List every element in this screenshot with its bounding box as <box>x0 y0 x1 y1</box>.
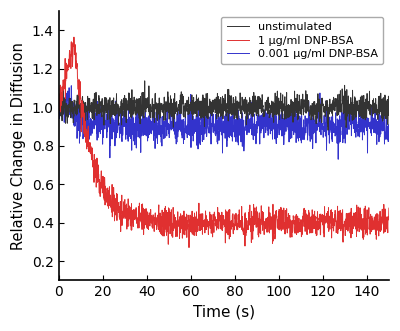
unstimulated <box>203 101 208 105</box>
unstimulated <box>244 98 249 102</box>
1 μg/ml DNP-BSA <box>186 246 191 250</box>
Line: 1 μg/ml DNP-BSA: 1 μg/ml DNP-BSA <box>58 37 389 248</box>
unstimulated <box>209 111 214 115</box>
unstimulated <box>95 111 100 115</box>
1 μg/ml DNP-BSA <box>82 111 87 115</box>
0.001 μg/ml DNP-BSA <box>244 131 249 135</box>
0.001 μg/ml DNP-BSA <box>386 132 391 136</box>
0.001 μg/ml DNP-BSA <box>82 109 87 113</box>
unstimulated <box>56 107 61 111</box>
0.001 μg/ml DNP-BSA <box>95 105 100 109</box>
Line: unstimulated: unstimulated <box>58 81 389 130</box>
Line: 0.001 μg/ml DNP-BSA: 0.001 μg/ml DNP-BSA <box>58 86 389 159</box>
0.001 μg/ml DNP-BSA <box>336 157 340 161</box>
1 μg/ml DNP-BSA <box>210 218 214 222</box>
unstimulated <box>82 104 86 108</box>
Y-axis label: Relative Change in Diffusion: Relative Change in Diffusion <box>11 42 26 250</box>
1 μg/ml DNP-BSA <box>95 175 100 179</box>
0.001 μg/ml DNP-BSA <box>203 125 208 129</box>
unstimulated <box>386 94 391 98</box>
0.001 μg/ml DNP-BSA <box>196 136 201 140</box>
1 μg/ml DNP-BSA <box>386 206 391 210</box>
1 μg/ml DNP-BSA <box>72 35 76 39</box>
0.001 μg/ml DNP-BSA <box>56 101 61 105</box>
1 μg/ml DNP-BSA <box>244 225 249 229</box>
0.001 μg/ml DNP-BSA <box>209 122 214 126</box>
unstimulated <box>142 79 147 83</box>
unstimulated <box>326 128 330 132</box>
0.001 μg/ml DNP-BSA <box>69 84 74 88</box>
1 μg/ml DNP-BSA <box>197 229 202 233</box>
1 μg/ml DNP-BSA <box>56 107 61 111</box>
Legend: unstimulated, 1 μg/ml DNP-BSA, 0.001 μg/ml DNP-BSA: unstimulated, 1 μg/ml DNP-BSA, 0.001 μg/… <box>221 17 383 65</box>
X-axis label: Time (s): Time (s) <box>193 305 255 320</box>
1 μg/ml DNP-BSA <box>204 213 208 217</box>
unstimulated <box>196 107 201 111</box>
